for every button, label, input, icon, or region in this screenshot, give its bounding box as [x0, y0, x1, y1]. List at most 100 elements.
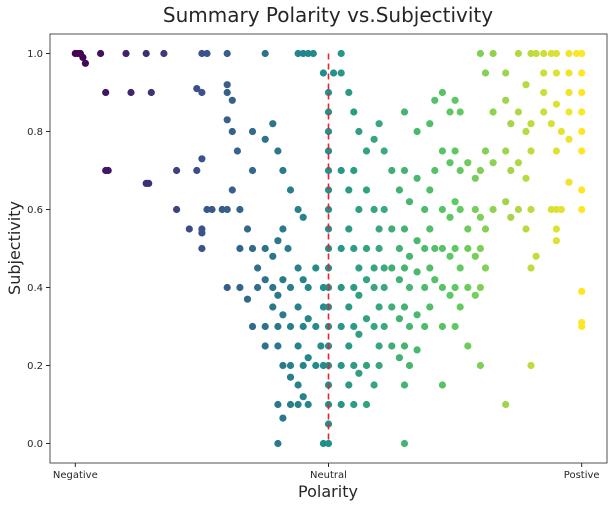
data-point [565, 88, 573, 97]
data-point [547, 49, 555, 58]
data-point [337, 283, 345, 292]
data-point [355, 369, 363, 377]
data-point [261, 244, 269, 253]
points-layer [71, 49, 586, 448]
data-point [578, 319, 586, 327]
data-point [522, 225, 530, 233]
data-point [145, 179, 153, 187]
data-point [426, 303, 434, 311]
data-point [362, 315, 371, 323]
data-point [451, 322, 459, 331]
data-point [345, 88, 353, 97]
data-point [464, 159, 472, 167]
data-point [395, 186, 403, 194]
data-point [421, 205, 429, 214]
data-point [261, 135, 269, 143]
data-point [337, 322, 345, 331]
data-point [395, 315, 403, 323]
y-tick-label: 0.6 [27, 205, 43, 216]
data-point [223, 49, 231, 58]
data-point [345, 303, 353, 311]
data-point [565, 49, 573, 58]
y-tick-label: 0.2 [27, 361, 43, 372]
data-point [330, 69, 338, 77]
data-point [532, 49, 540, 58]
data-point [502, 400, 510, 409]
data-point [395, 244, 403, 253]
data-point [299, 213, 307, 221]
data-point [502, 147, 510, 155]
data-point [489, 108, 497, 116]
data-point [375, 244, 383, 253]
data-point [540, 69, 548, 77]
data-point [565, 135, 573, 143]
data-point [312, 264, 320, 272]
data-point [127, 88, 135, 97]
data-point [304, 315, 312, 323]
data-point [400, 225, 409, 233]
data-point [375, 120, 383, 128]
data-point [552, 69, 561, 77]
data-point [502, 198, 510, 206]
data-point [345, 186, 353, 194]
data-point [269, 120, 277, 128]
data-point [279, 311, 287, 319]
data-point [147, 88, 155, 97]
data-point [198, 229, 206, 237]
data-point [413, 346, 421, 354]
data-point [279, 225, 287, 233]
data-point [279, 361, 287, 370]
data-point [370, 322, 378, 331]
data-point [578, 127, 586, 136]
data-point [400, 303, 409, 311]
data-point [380, 147, 388, 155]
data-point [476, 283, 484, 292]
data-point [438, 147, 446, 155]
data-point [426, 186, 434, 194]
data-point [286, 361, 295, 370]
data-point [451, 283, 459, 292]
x-tick-label: Postive [564, 470, 600, 481]
data-point [294, 400, 302, 409]
data-point [552, 205, 561, 214]
data-point [370, 264, 378, 272]
data-point [481, 147, 490, 155]
data-point [426, 264, 434, 272]
data-point [248, 322, 257, 331]
data-point [269, 303, 277, 311]
data-point [370, 283, 378, 292]
data-point [269, 252, 277, 260]
data-point [274, 291, 282, 299]
data-point [522, 81, 530, 89]
data-point [471, 174, 479, 182]
data-point [198, 88, 206, 97]
data-point [527, 361, 535, 370]
data-point [355, 291, 363, 299]
data-point [355, 264, 363, 272]
data-point [451, 96, 459, 104]
data-point [514, 159, 523, 167]
data-point [522, 174, 530, 182]
data-point [236, 205, 244, 214]
data-point [233, 147, 241, 155]
data-point [350, 400, 358, 409]
data-point [312, 322, 320, 331]
data-point [451, 198, 459, 206]
data-point [552, 49, 561, 58]
data-point [254, 283, 262, 292]
data-point [304, 400, 312, 409]
data-point [345, 381, 353, 389]
data-point [446, 252, 454, 260]
data-point [355, 330, 363, 338]
data-point [350, 361, 358, 370]
data-point [350, 244, 358, 253]
data-point [438, 283, 446, 292]
data-point [355, 205, 363, 214]
data-point [261, 322, 269, 331]
data-point [102, 88, 110, 97]
data-point [489, 205, 497, 214]
data-point [362, 186, 371, 194]
data-point [388, 342, 396, 350]
data-point [274, 237, 282, 245]
